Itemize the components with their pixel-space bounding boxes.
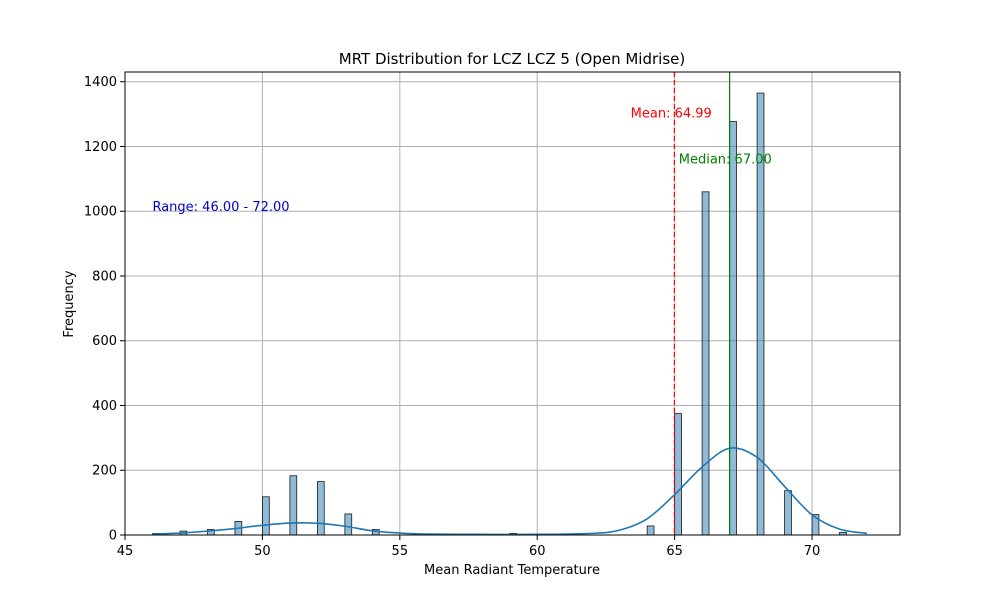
grid-lines <box>124 72 900 536</box>
median-annotation: Median: 67.00 <box>679 153 772 168</box>
y-tick-label-200: 200 <box>92 464 117 479</box>
y-axis-ticks: 0 200 400 600 800 1000 1200 1400 <box>84 75 125 544</box>
y-tick-label-1000: 1000 <box>84 205 117 220</box>
bar-64 <box>646 525 655 536</box>
x-tick-label-45: 45 <box>117 544 134 559</box>
y-tick-label-1400: 1400 <box>84 75 117 90</box>
bar-69 <box>784 490 792 536</box>
bar-53 <box>344 513 353 536</box>
x-axis-ticks: 45 50 55 60 65 70 <box>117 535 821 559</box>
x-tick-label-65: 65 <box>666 544 683 559</box>
bar-66 <box>701 191 710 536</box>
y-tick-label-1200: 1200 <box>84 140 117 155</box>
y-tick-label-600: 600 <box>92 334 117 349</box>
y-tick-label-800: 800 <box>92 269 117 284</box>
bar-50 <box>262 496 270 536</box>
mean-annotation: Mean: 64.99 <box>631 106 712 121</box>
x-axis-label: Mean Radiant Temperature <box>424 563 600 578</box>
annotations: Range: 46.00 - 72.00 Mean: 64.99 Median: 6… <box>152 106 771 215</box>
y-tick-label-400: 400 <box>92 399 117 414</box>
x-tick-label-70: 70 <box>804 544 821 559</box>
reference-lines <box>673 72 731 535</box>
x-tick-label-55: 55 <box>392 544 409 559</box>
plot-frame <box>124 71 901 536</box>
bar-51 <box>289 475 298 536</box>
x-tick-label-50: 50 <box>254 544 271 559</box>
x-tick-label-60: 60 <box>529 544 546 559</box>
y-tick-label-0: 0 <box>109 529 117 544</box>
chart-title: MRT Distribution for LCZ LCZ 5 (Open Mid… <box>339 50 685 68</box>
bar-52 <box>316 481 325 536</box>
kde-curve <box>152 447 868 536</box>
bar-65 <box>674 413 682 536</box>
y-axis-label: Frequency <box>62 270 77 337</box>
range-annotation: Range: 46.00 - 72.00 <box>152 200 289 215</box>
bar-67 <box>729 121 737 536</box>
